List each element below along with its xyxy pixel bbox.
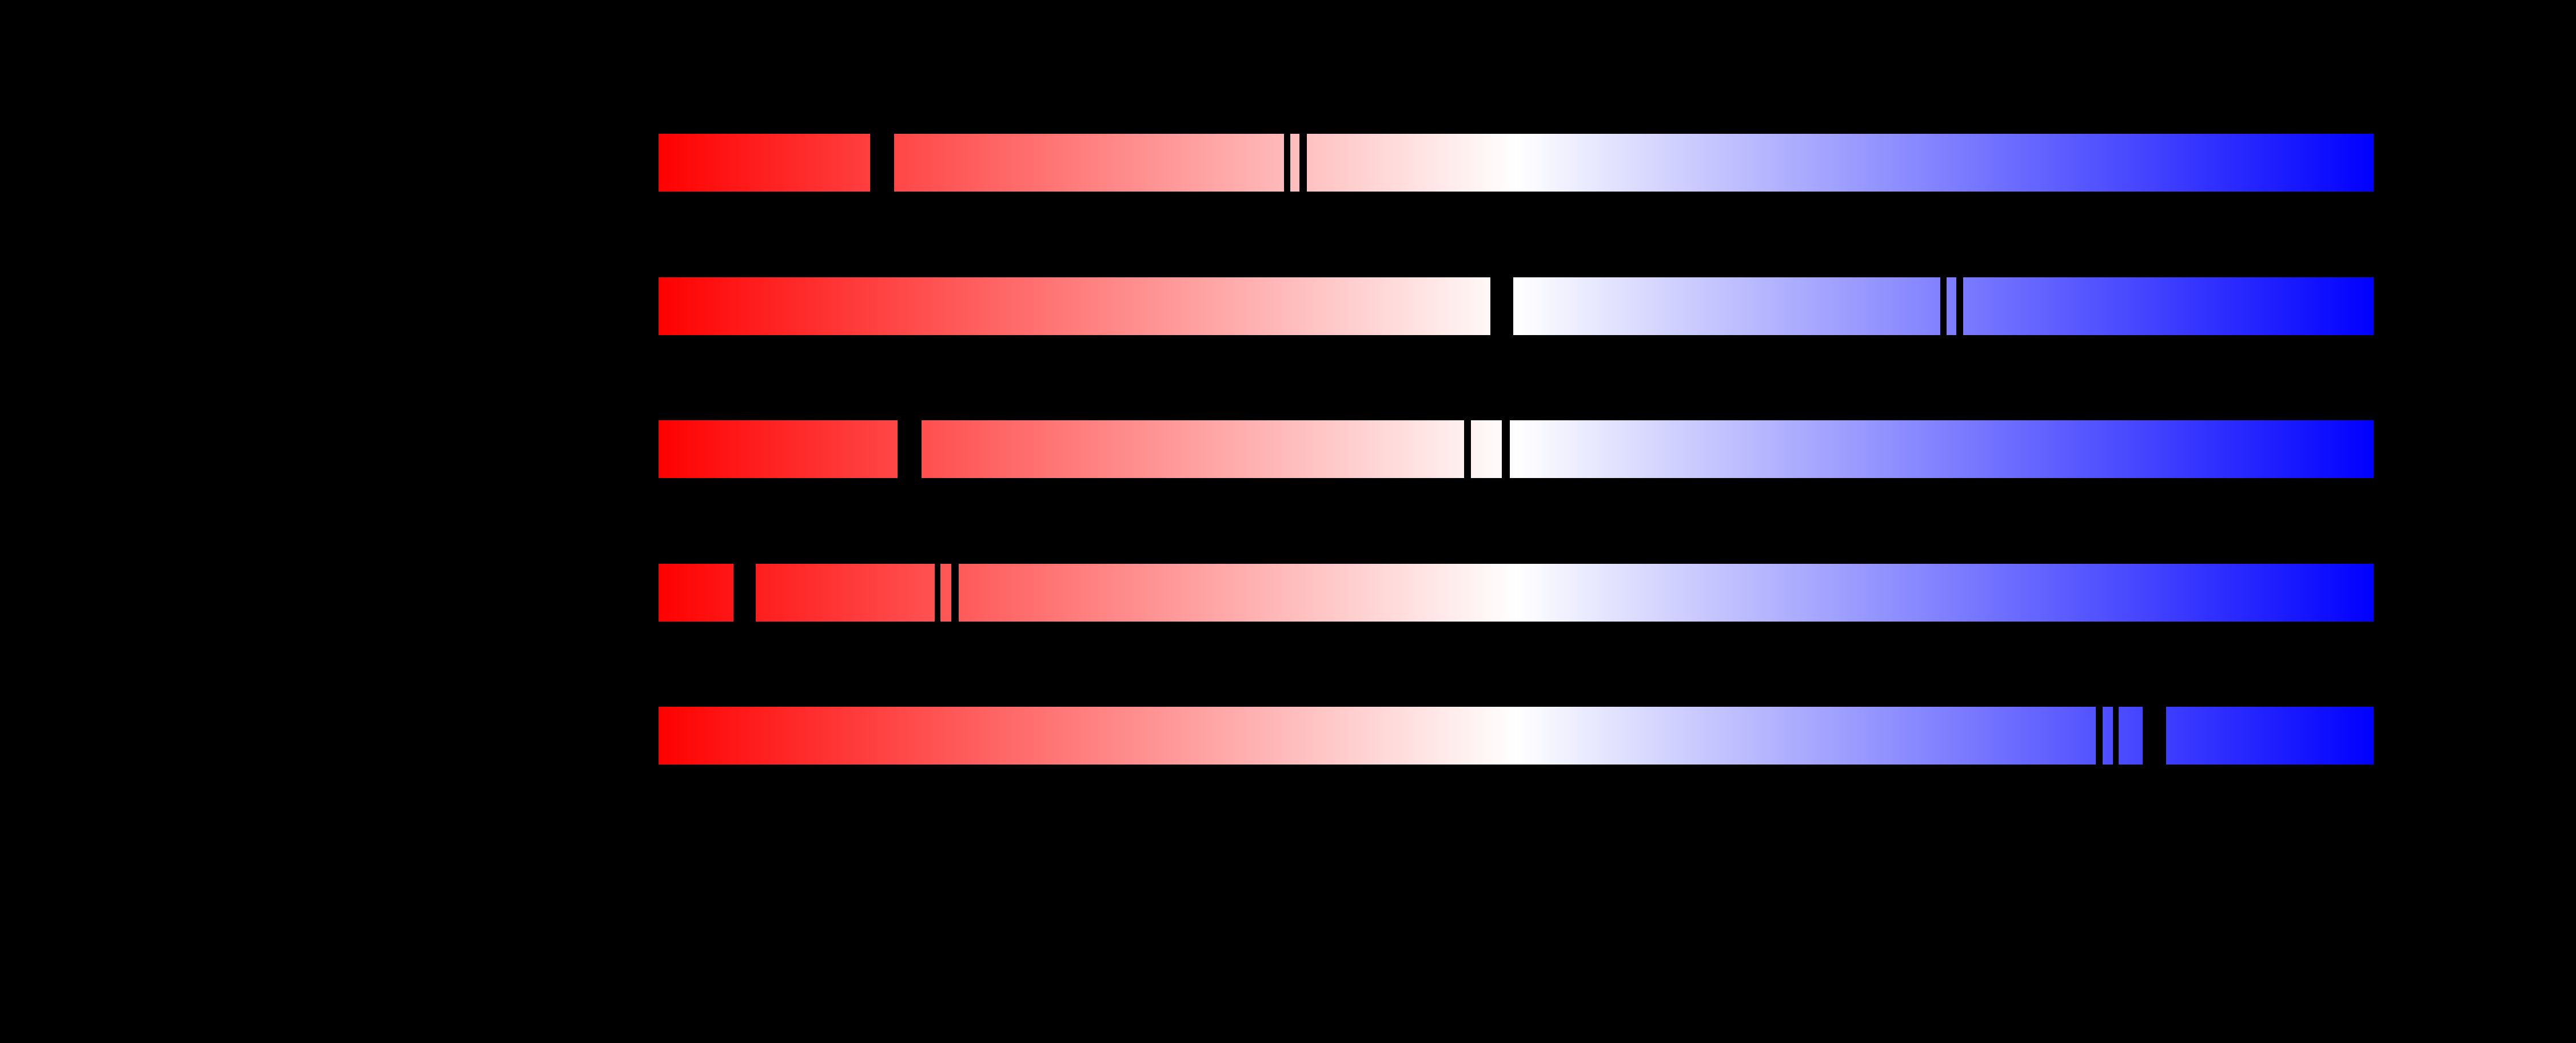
wide-gap-marker-row-4 (733, 564, 756, 622)
tick-marker-row-3-2 (1502, 420, 1510, 478)
tick-marker-row-4-2 (951, 564, 959, 622)
gradient-bar-5 (659, 707, 2374, 765)
tick-marker-row-1-2 (1299, 134, 1307, 192)
gradient-bar-4 (659, 564, 2374, 622)
tick-marker-row-3-1 (1464, 420, 1471, 478)
wide-gap-marker-row-3 (898, 420, 922, 478)
wide-gap-marker-row-1 (870, 134, 894, 192)
tick-marker-row-2-1 (1940, 277, 1947, 335)
gradient-bar-2 (659, 277, 2374, 335)
tick-marker-row-5-1 (2096, 707, 2103, 765)
tick-marker-row-5-2 (2113, 707, 2119, 765)
gradient-bar-3 (659, 420, 2374, 478)
wide-gap-marker-row-5 (2143, 707, 2166, 765)
tick-marker-row-2-2 (1956, 277, 1963, 335)
tick-marker-row-4-1 (935, 564, 940, 622)
gradient-bar-1 (659, 134, 2374, 192)
tick-marker-row-1-1 (1284, 134, 1290, 192)
wide-gap-marker-row-2 (1490, 277, 1513, 335)
